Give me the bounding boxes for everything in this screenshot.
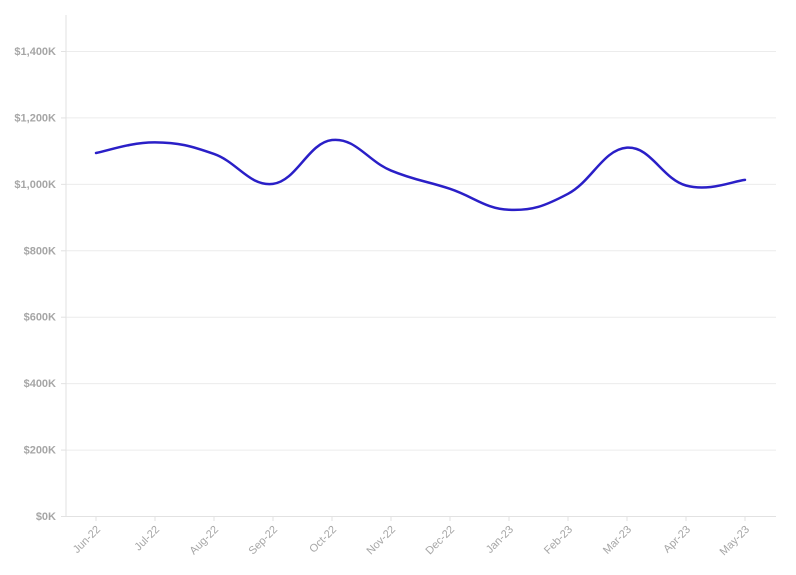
grid-lines bbox=[66, 51, 776, 451]
x-tick-label: Dec-22 bbox=[424, 524, 458, 558]
y-tick-label: $600K bbox=[24, 312, 56, 324]
x-tick-label: Jul-22 bbox=[132, 524, 162, 554]
x-tick-label: Oct-22 bbox=[307, 524, 339, 556]
x-tick-label: Nov-22 bbox=[365, 524, 399, 558]
y-tick-label: $1,000K bbox=[14, 179, 56, 191]
x-tick-label: Jan-23 bbox=[484, 524, 516, 556]
y-tick-labels: $0K $200K $400K $600K $800K $1,000K $1,200K $1,… bbox=[14, 46, 66, 523]
x-tick-label: Feb-23 bbox=[542, 524, 575, 557]
y-tick-label: $200K bbox=[24, 445, 56, 457]
y-tick-label: $0K bbox=[36, 511, 56, 523]
x-tick-label: Jun-22 bbox=[71, 524, 103, 556]
y-tick-label: $800K bbox=[24, 245, 56, 257]
x-tick-label: Mar-23 bbox=[601, 524, 634, 557]
y-tick-label: $1,400K bbox=[14, 46, 56, 58]
x-tick-label: May-23 bbox=[718, 524, 752, 558]
series-layer bbox=[94, 138, 747, 212]
x-tick-label: Apr-23 bbox=[661, 524, 693, 556]
y-tick-label: $400K bbox=[24, 378, 56, 390]
series-line bbox=[94, 138, 747, 212]
x-tick-label: Sep-22 bbox=[247, 524, 281, 558]
x-tick-labels: Jun-22 Jul-22 Aug-22 Sep-22 Oct-22 Nov-22 Dec-… bbox=[71, 516, 752, 558]
x-tick-label: Aug-22 bbox=[188, 524, 222, 558]
y-tick-label: $1,200K bbox=[14, 112, 56, 124]
